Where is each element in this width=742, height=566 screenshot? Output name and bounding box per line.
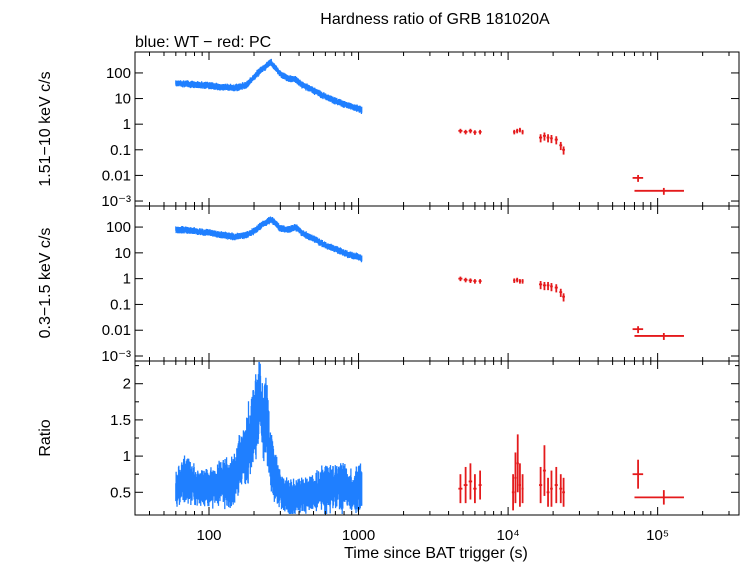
panel-soft-ylabel: 0.3−1.5 keV c/s: [37, 228, 54, 339]
chart-title: Hardness ratio of GRB 181020A: [320, 11, 550, 28]
panel-1-y-tick-label-1: 10: [114, 245, 131, 262]
panel-hard-plot: 100 10 1 0.1 0.01 10⁻³: [101, 58, 739, 210]
panel-0-y-tick-label-2: 1: [123, 116, 131, 133]
panel-2-y-tick-label-2: 1: [123, 448, 131, 465]
x-tick-label-3: 10⁵: [646, 527, 669, 544]
panel-0-y-tick-label-5: 10⁻³: [101, 193, 131, 210]
panel-1-wt-series: [175, 216, 363, 263]
panel-1-y-tick-label-4: 0.01: [102, 322, 131, 339]
x-tick-label-1: 1000: [342, 527, 375, 544]
panel-hard-ylabel: 1.51−10 keV c/s: [37, 71, 54, 186]
panel-0-y-tick-label-1: 10: [114, 91, 131, 108]
panel-1-y-tick-label-2: 1: [123, 271, 131, 288]
panel-2-y-tick-label-3: 0.5: [110, 484, 131, 501]
panel-1-y-tick-label-3: 0.1: [110, 296, 131, 313]
chart-subtitle: blue: WT − red: PC: [135, 34, 271, 51]
panel-ratio-ylabel: Ratio: [37, 419, 54, 456]
panel-soft: 0.3−1.5 keV c/s 100 10 1 0.1 0.01 10⁻³: [37, 205, 740, 365]
panel-0-y-tick-label-4: 0.01: [102, 167, 131, 184]
panel-ratio-plot: 2 1.5 1 0.5: [110, 362, 739, 514]
panel-2-y-tick-label-0: 2: [123, 376, 131, 393]
panel-1-y-tick-label-0: 100: [106, 219, 131, 236]
x-tick-label-2: 10⁴: [497, 527, 520, 544]
panel-ratio: Ratio 2 1.5 1 0.5: [37, 360, 740, 516]
panel-hard-frame: [134, 51, 740, 207]
x-axis: 100 1000 10⁴ 10⁵: [148, 52, 730, 544]
panel-2-wt-series: [175, 362, 363, 514]
panel-0-y-tick-label-0: 100: [106, 65, 131, 82]
panel-0-y-tick-label-3: 0.1: [110, 142, 131, 159]
x-tick-label-0: 100: [196, 527, 221, 544]
x-axis-label: Time since BAT trigger (s): [344, 545, 528, 562]
panel-2-y-tick-label-1: 1.5: [110, 412, 131, 429]
panel-1-y-tick-label-5: 10⁻³: [101, 348, 131, 365]
panel-soft-frame: [134, 205, 740, 362]
panel-0-wt-series: [175, 58, 363, 114]
panel-hard: 1.51−10 keV c/s 100 10 1 0.1 0.01 10⁻³: [37, 51, 740, 210]
panel-soft-plot: 100 10 1 0.1 0.01 10⁻³: [101, 216, 739, 365]
